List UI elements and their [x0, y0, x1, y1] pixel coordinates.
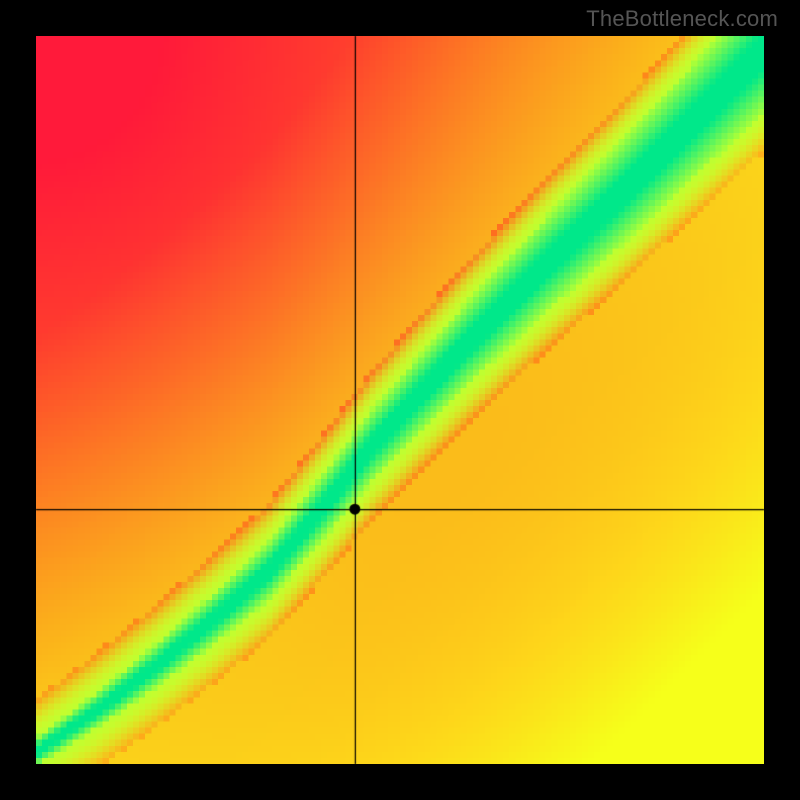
watermark-text: TheBottleneck.com: [586, 6, 778, 32]
crosshair-overlay: [0, 0, 800, 800]
chart-container: TheBottleneck.com: [0, 0, 800, 800]
